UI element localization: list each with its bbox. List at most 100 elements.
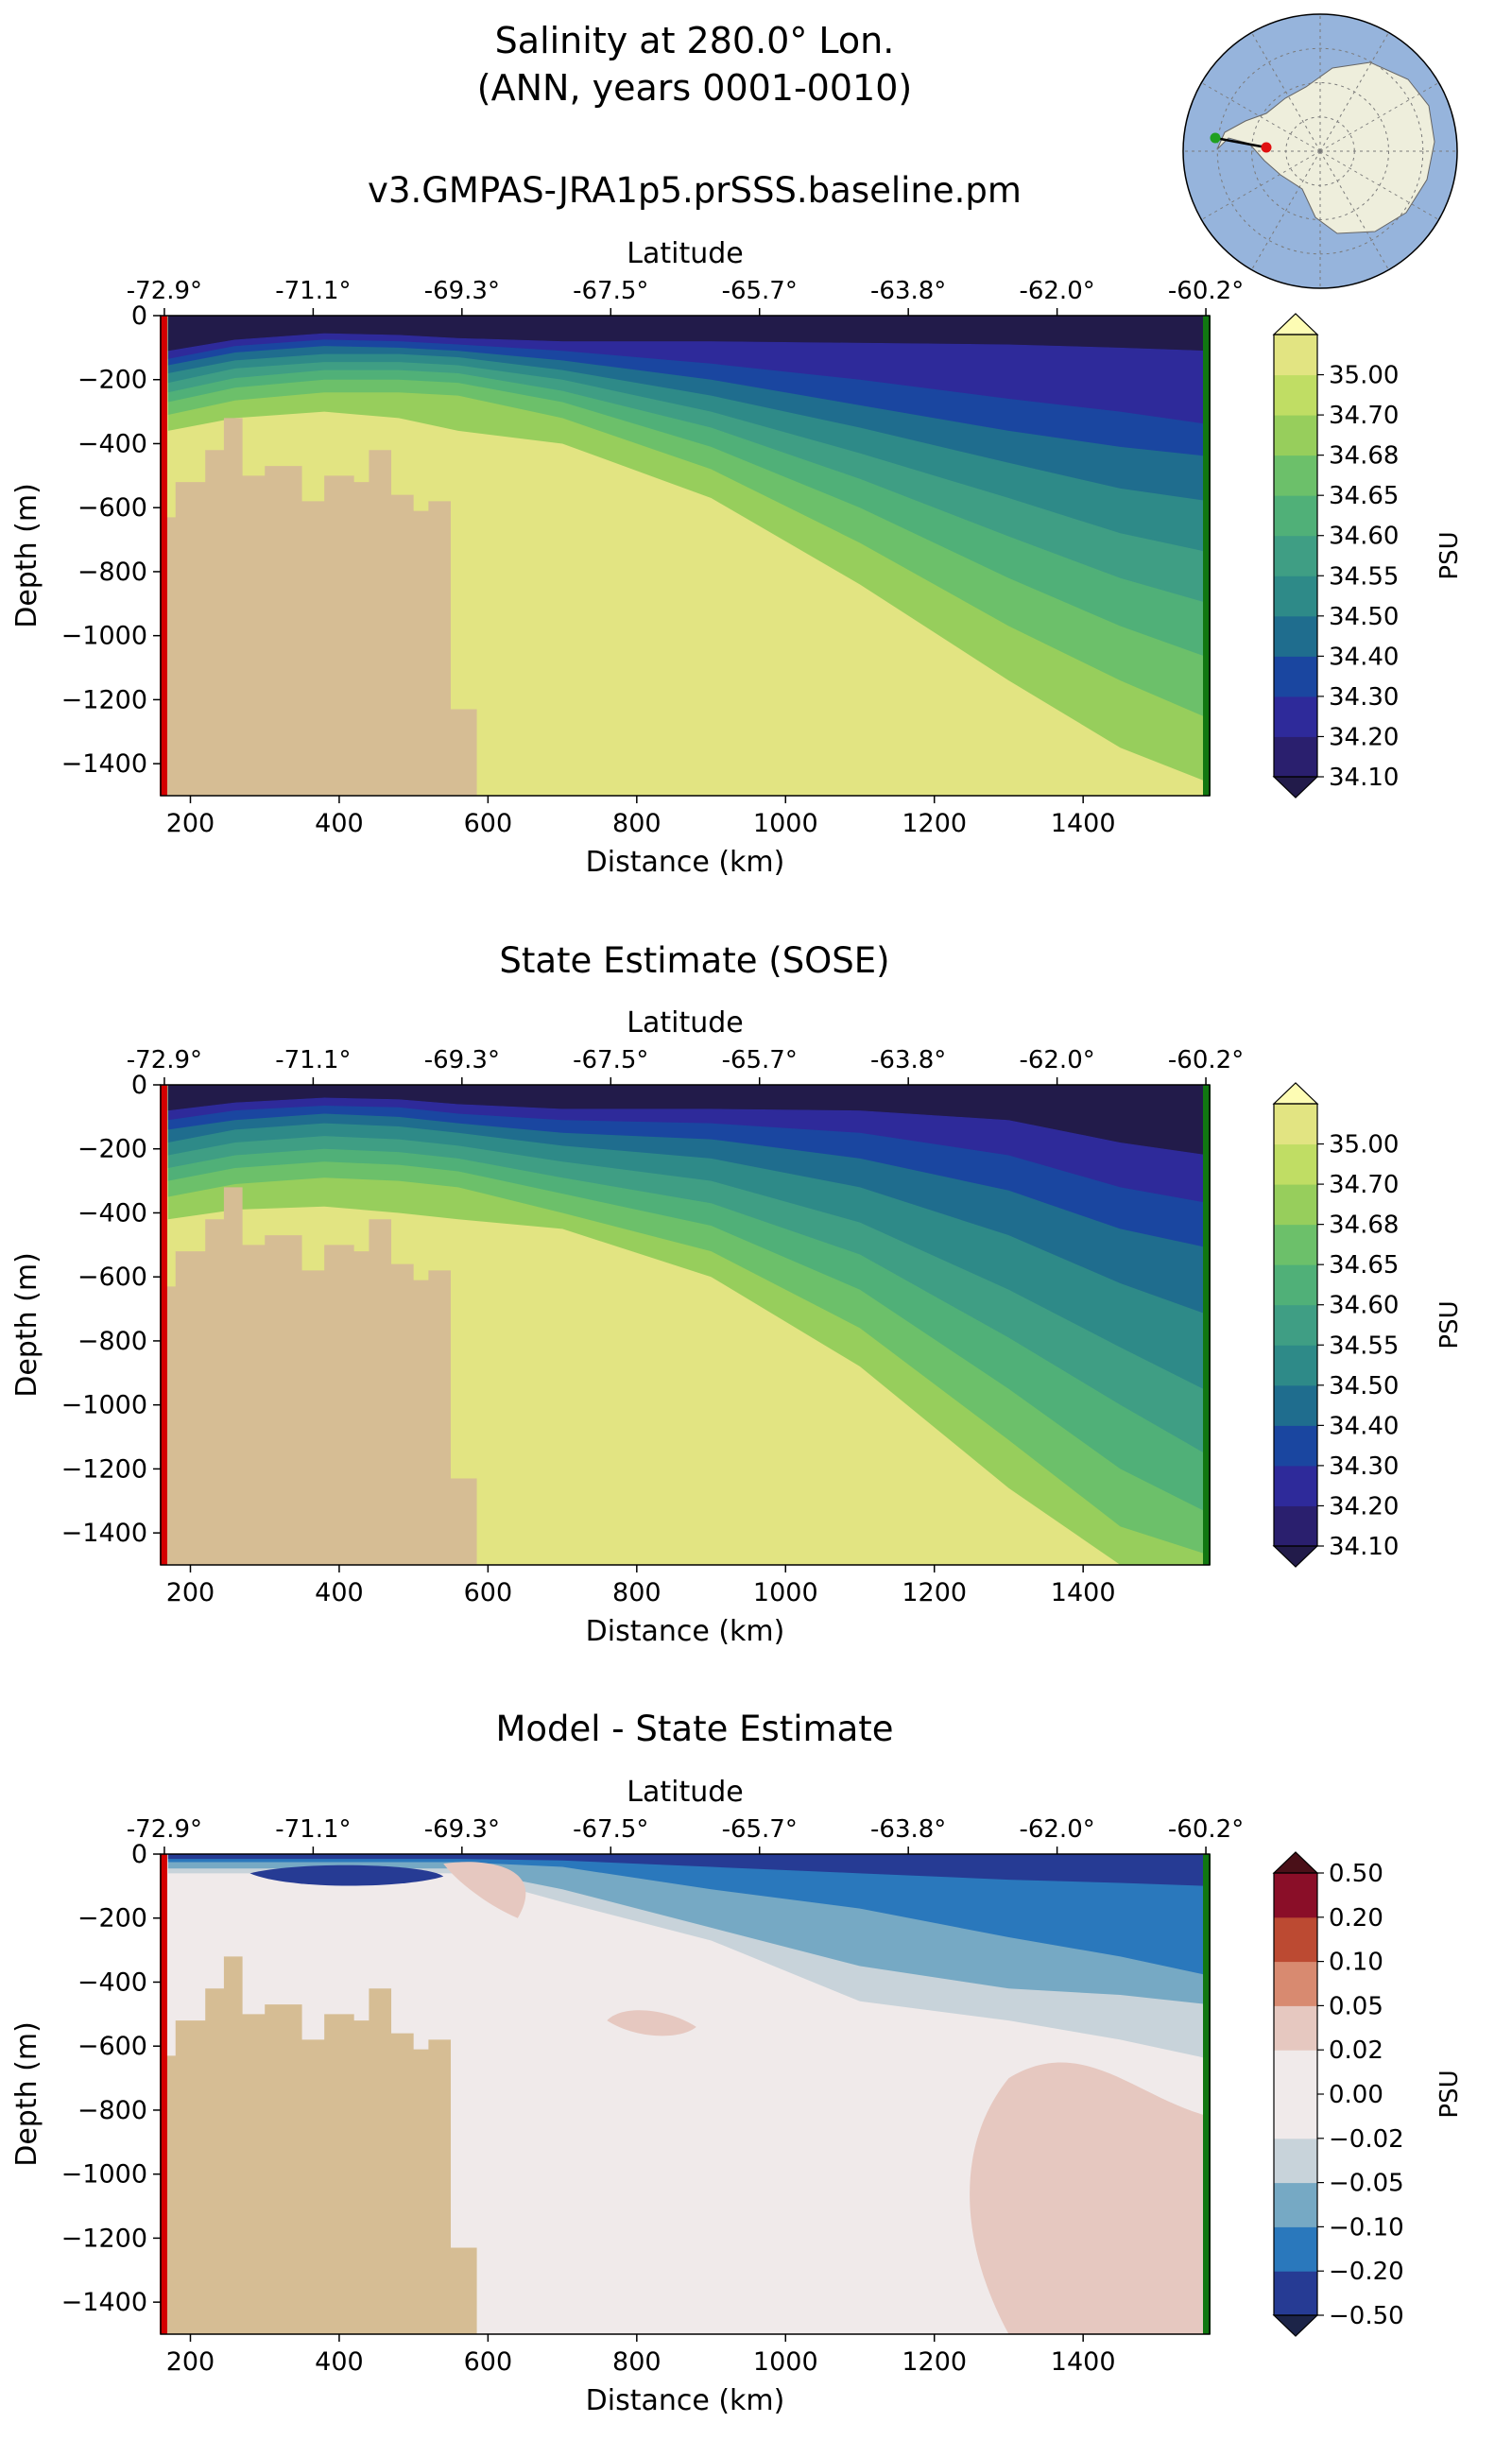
- colorbar-tick-label: 34.20: [1329, 723, 1399, 751]
- colorbar-segment: [1274, 2138, 1317, 2184]
- latitude-tick-label: -60.2°: [1168, 1046, 1244, 1074]
- latitude-tick-label: -71.1°: [275, 1046, 351, 1074]
- colorbar-tick-label: 0.05: [1329, 1992, 1383, 2020]
- latitude-tick-label: -71.1°: [275, 277, 351, 305]
- panel-3-title: Model - State Estimate: [495, 1709, 894, 1749]
- colorbar-tick-label: 34.50: [1329, 603, 1399, 631]
- x-tick-label: 1200: [902, 2347, 967, 2377]
- colorbar-tick-label: 34.68: [1329, 442, 1399, 471]
- x-tick-label: 600: [464, 809, 513, 838]
- latitude-tick-label: -62.0°: [1019, 1815, 1094, 1844]
- colorbar-tick-label: 0.10: [1329, 1949, 1383, 1977]
- colorbar-segment: [1274, 736, 1317, 778]
- panel-1-title: v3.GMPAS-JRA1p5.prSSS.baseline.pm: [368, 170, 1022, 211]
- colorbar-tick-label: 0.00: [1329, 2081, 1383, 2109]
- y-tick-label: −1200: [61, 685, 147, 714]
- plot-area: [161, 1854, 1210, 2334]
- panel-2-title: State Estimate (SOSE): [499, 940, 890, 981]
- colorbar-label: PSU: [1435, 2070, 1464, 2118]
- latitude-tick-label: -65.7°: [722, 1046, 798, 1074]
- contour-band-surface: [167, 1085, 1210, 1156]
- latitude-tick-label: -69.3°: [424, 1815, 500, 1844]
- colorbar-segment: [1274, 1425, 1317, 1467]
- latitude-axis-label: Latitude: [627, 237, 743, 270]
- colorbar-frame: [1273, 1103, 1318, 1547]
- y-tick-label: −400: [77, 1967, 147, 1997]
- colorbar-segment: [1274, 335, 1317, 376]
- colorbar-tick-label: 34.65: [1329, 1251, 1399, 1280]
- colorbar-label: PSU: [1435, 531, 1464, 579]
- colorbar-segment: [1274, 1384, 1317, 1426]
- colorbar-segment: [1274, 1304, 1317, 1346]
- x-tick-label: 400: [315, 2347, 364, 2377]
- colorbar-tick-label: 35.00: [1329, 1131, 1399, 1160]
- colorbar-tick-label: −0.05: [1329, 2170, 1404, 2198]
- latitude-tick-label: -67.5°: [573, 277, 648, 305]
- colorbar-segment: [1274, 1345, 1317, 1386]
- y-tick-label: −800: [77, 558, 147, 587]
- latitude-axis-label: Latitude: [627, 1006, 743, 1040]
- colorbar-tick-label: −0.20: [1329, 2258, 1404, 2286]
- colorbar-segment: [1274, 1224, 1317, 1265]
- contour-band-surface: [167, 316, 1210, 352]
- colorbar-segment: [1274, 2005, 1317, 2051]
- x-tick-label: 1000: [753, 1578, 818, 1607]
- colorbar-tick-label: −0.10: [1329, 2213, 1404, 2242]
- colorbar-tick-label: 34.20: [1329, 1492, 1399, 1521]
- x-tick-label: 400: [315, 1578, 364, 1607]
- x-tick-label: 800: [612, 2347, 662, 2377]
- colorbar-label: PSU: [1435, 1300, 1464, 1349]
- colorbar-segment: [1274, 2182, 1317, 2227]
- x-tick-label: 1200: [902, 1578, 967, 1607]
- colorbar-segment: [1274, 1916, 1317, 1963]
- colorbar-segment: [1274, 374, 1317, 416]
- colorbar-frame: [1273, 334, 1318, 778]
- plot-frame: [160, 1853, 1211, 2335]
- negative-anomaly-core: [249, 1864, 444, 1886]
- figure-title-line2: (ANN, years 0001-0010): [476, 67, 913, 109]
- x-tick-label: 200: [166, 809, 215, 838]
- colorbar-tick-label: 34.68: [1329, 1211, 1399, 1240]
- y-tick-label: −1000: [61, 1391, 147, 1420]
- y-tick-label: −200: [77, 1135, 147, 1164]
- y-tick-label: −600: [77, 2032, 147, 2061]
- y-axis-label: Depth (m): [10, 483, 43, 628]
- plot-frame: [160, 315, 1211, 797]
- x-tick-label: 200: [166, 2347, 215, 2377]
- colorbar-tick-label: 34.70: [1329, 402, 1399, 430]
- latitude-tick-label: -67.5°: [573, 1046, 648, 1074]
- colorbar-tick-label: 0.20: [1329, 1904, 1383, 1933]
- seafloor: [161, 418, 477, 796]
- x-tick-label: 800: [612, 809, 662, 838]
- x-tick-label: 600: [464, 1578, 513, 1607]
- colorbar-segment: [1274, 1505, 1317, 1547]
- x-axis-label: Distance (km): [586, 846, 785, 879]
- colorbar-segment: [1274, 2050, 1317, 2095]
- figure-title-line1: Salinity at 280.0° Lon.: [494, 20, 895, 61]
- x-axis-label: Distance (km): [586, 1615, 785, 1648]
- x-tick-label: 800: [612, 1578, 662, 1607]
- x-tick-label: 400: [315, 809, 364, 838]
- latitude-tick-label: -65.7°: [722, 277, 798, 305]
- y-tick-label: −1000: [61, 2160, 147, 2190]
- y-tick-label: −1200: [61, 1454, 147, 1484]
- x-tick-label: 1400: [1051, 1578, 1116, 1607]
- latitude-tick-label: -71.1°: [275, 1815, 351, 1844]
- plot-area: [161, 1085, 1210, 1565]
- colorbar-tick-label: −0.02: [1329, 2125, 1404, 2154]
- y-tick-label: −1200: [61, 2224, 147, 2253]
- colorbar-segment: [1274, 656, 1317, 697]
- colorbar-segment: [1274, 495, 1317, 537]
- x-axis-label: Distance (km): [586, 2384, 785, 2417]
- y-tick-label: −600: [77, 1263, 147, 1292]
- colorbar-tick-label: 34.60: [1329, 523, 1399, 551]
- y-tick-label: −400: [77, 429, 147, 458]
- x-tick-label: 200: [166, 1578, 215, 1607]
- y-tick-label: 0: [131, 1071, 147, 1100]
- y-axis-label: Depth (m): [10, 2021, 43, 2167]
- colorbar-tick-label: 34.30: [1329, 1452, 1399, 1481]
- x-tick-label: 1200: [902, 809, 967, 838]
- y-tick-label: −800: [77, 1327, 147, 1356]
